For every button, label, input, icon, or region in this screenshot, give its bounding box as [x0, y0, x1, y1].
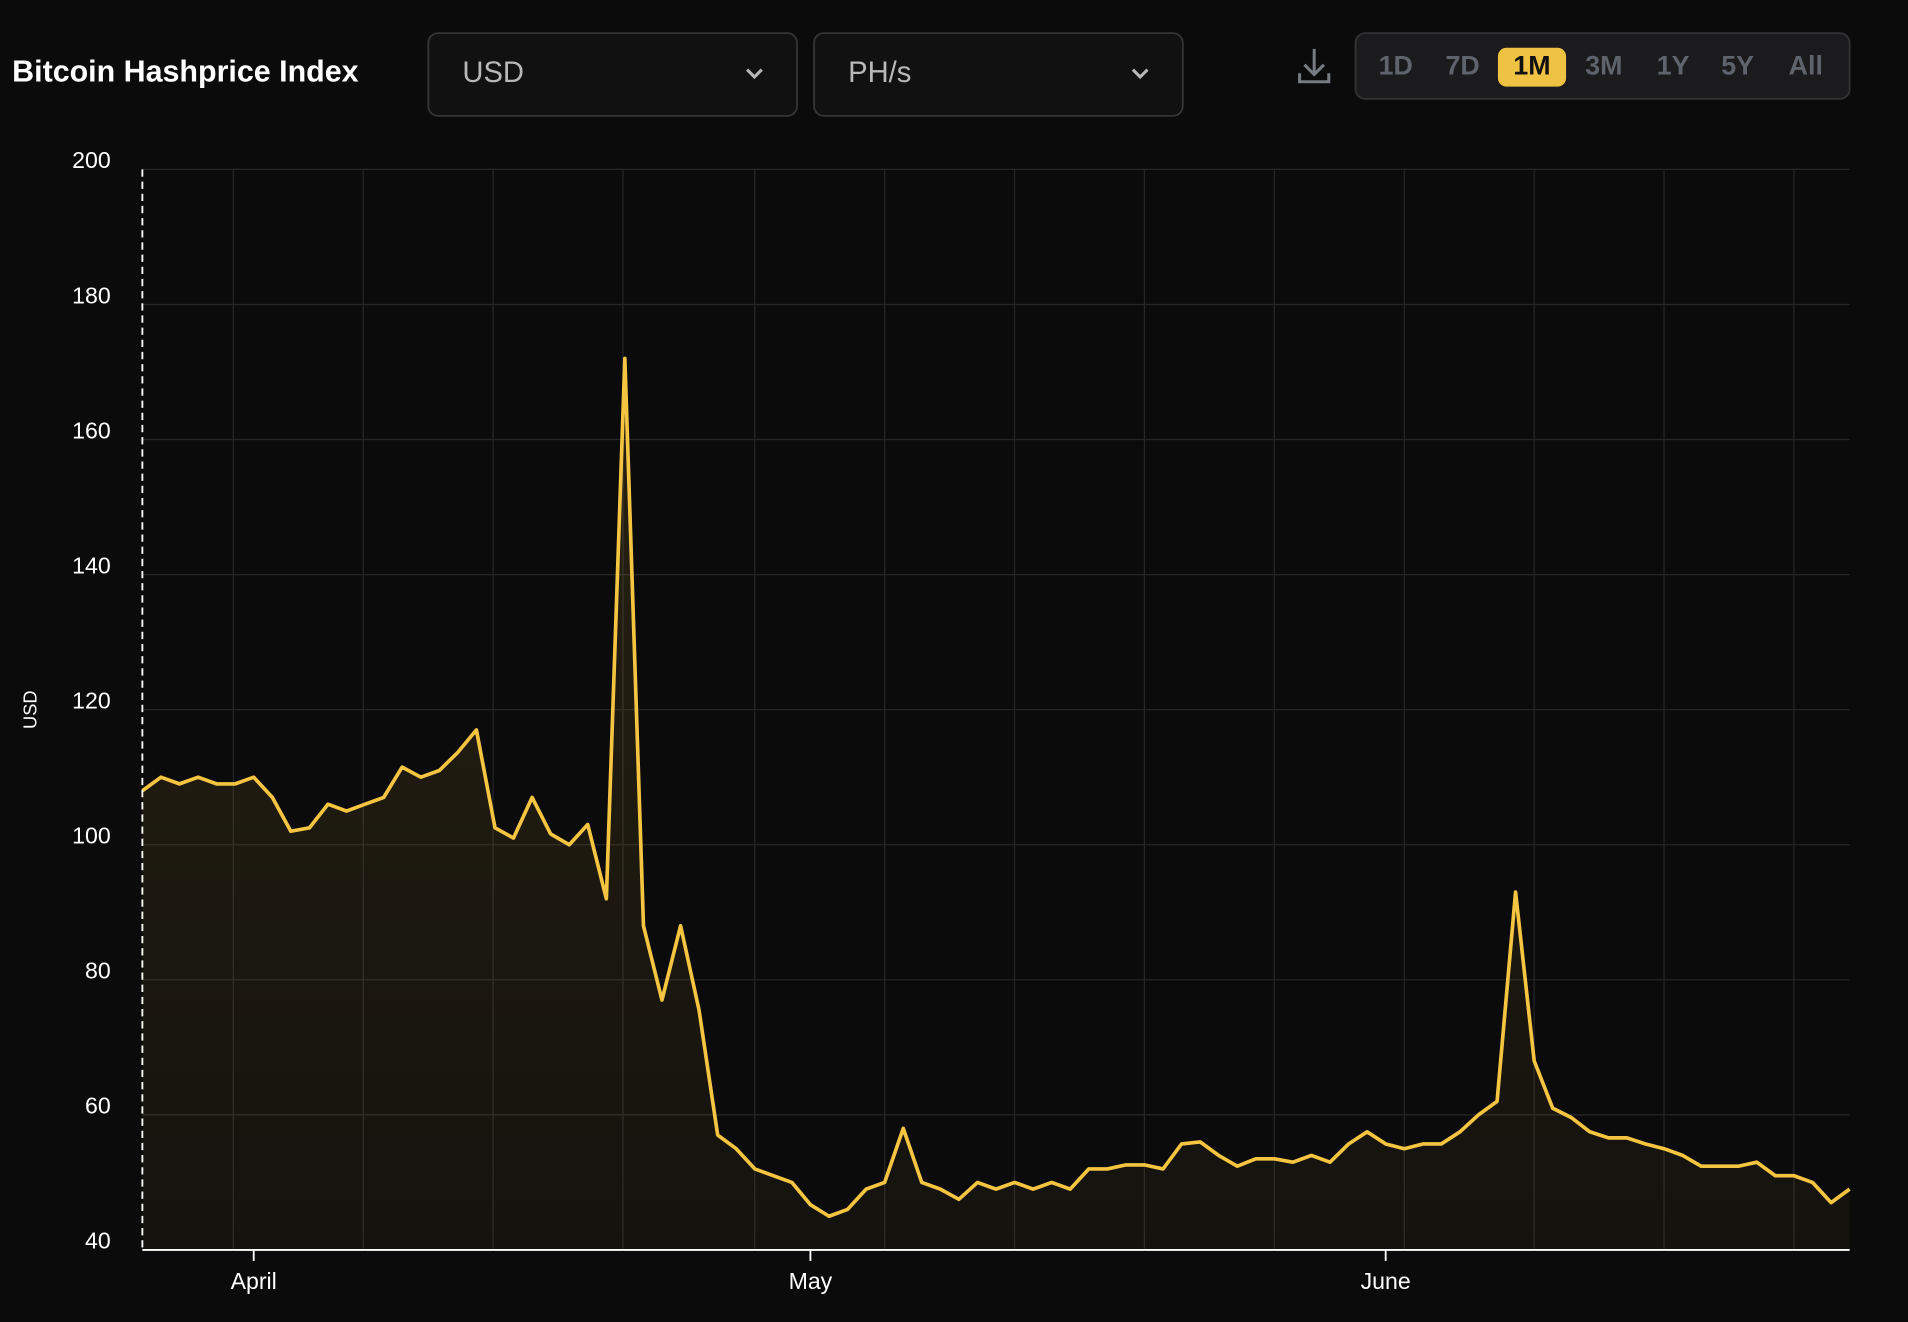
range-button[interactable]: 1M: [1513, 50, 1550, 80]
y-tick-label: 100: [72, 823, 111, 849]
range-button[interactable]: 3M: [1585, 50, 1622, 80]
download-button[interactable]: [1290, 43, 1339, 92]
range-buttons: 1D 7D 1M 3M 1Y 5Y All: [1379, 47, 1823, 87]
y-tick-label: 180: [72, 282, 111, 308]
y-tick-label: 40: [85, 1228, 111, 1254]
page-title: Bitcoin Hashprice Index: [12, 54, 358, 88]
area: [142, 358, 1850, 1250]
range-button[interactable]: All: [1789, 50, 1823, 80]
x-tick-label: May: [789, 1268, 833, 1294]
y-axis-label: USD: [19, 690, 40, 729]
range-button[interactable]: 1D: [1379, 50, 1413, 80]
dropdown-value: PH/s: [848, 57, 911, 89]
range-button[interactable]: 7D: [1446, 50, 1480, 80]
y-tick-label: 120: [72, 687, 111, 713]
dropdown-box[interactable]: [427, 32, 798, 117]
y-tick-label: 200: [72, 147, 111, 173]
dropdown-value: USD: [462, 57, 524, 89]
y-tick-label: 160: [72, 417, 111, 443]
y-tick-label: 60: [85, 1093, 111, 1119]
chevron: [1131, 68, 1149, 80]
y-tick-label: 80: [85, 958, 111, 984]
x-tick-label: June: [1361, 1268, 1411, 1294]
range-selector: [1354, 32, 1851, 100]
plot: 40 60 80 100 120 140 160 180 200 April May June: [72, 147, 1851, 1294]
currency-dropdown[interactable]: USD: [427, 32, 798, 117]
line: [141, 356, 1851, 1219]
download-icon: [1298, 48, 1331, 84]
y-tick-label: 140: [72, 552, 111, 578]
range-button[interactable]: 1Y: [1657, 50, 1690, 80]
range-button[interactable]: 5Y: [1721, 50, 1754, 80]
chevron: [746, 68, 763, 80]
dropdown-box[interactable]: [813, 32, 1184, 117]
range-highlight: [1497, 47, 1567, 87]
unit-dropdown[interactable]: PH/s: [813, 32, 1184, 117]
x-tick-label: April: [231, 1268, 277, 1294]
